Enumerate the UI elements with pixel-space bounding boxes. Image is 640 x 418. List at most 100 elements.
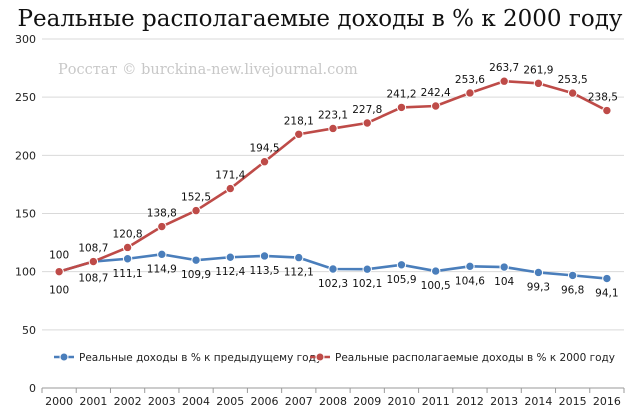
data-point-yoy [499,262,509,272]
data-point-yoy [225,252,235,262]
data-point-vs-2000 [225,183,235,194]
data-point-yoy [328,264,338,274]
data-point-yoy [567,270,578,281]
data-label-vs-2000: 253,5 [558,74,588,86]
y-tick-label: 200 [15,149,36,162]
grid [42,38,624,389]
data-label-yoy: 113,5 [249,265,279,277]
data-label-yoy: 96,8 [561,284,584,296]
data-point-yoy [465,261,475,272]
y-tick-label: 150 [15,208,36,221]
data-point-vs-2000 [122,242,133,253]
data-label-yoy: 108,7 [78,273,108,285]
data-label-yoy: 104 [494,276,514,288]
legend-label-vs-2000: Реальные располагаемые доходы в % к 2000… [335,352,615,364]
y-tick-label: 250 [15,91,36,104]
legend-label-yoy: Реальные доходы в % к предыдущему году [79,352,322,364]
data-point-yoy [396,260,407,270]
data-label-vs-2000: 138,8 [147,208,177,220]
x-tick-label: 2015 [559,395,587,408]
data-point-yoy [533,267,544,278]
legend-swatch-marker [315,352,325,362]
x-tick-label: 2004 [182,395,210,408]
data-point-vs-2000 [499,76,509,86]
data-label-vs-2000: 171,4 [215,170,245,182]
x-tick-label: 2014 [524,395,552,408]
data-label-vs-2000: 218,1 [284,115,314,127]
data-labels: 100 108,7 111,1 114,9 109,9 112,4 113,5 112,1 10… [49,62,618,299]
data-point-vs-2000 [465,88,475,98]
data-label-vs-2000: 238,5 [588,92,618,104]
data-label-yoy: 112,1 [284,267,314,279]
data-label-vs-2000: 253,6 [455,74,485,86]
data-label-yoy: 102,3 [318,278,348,290]
data-point-yoy [602,273,612,284]
data-point-vs-2000 [259,157,270,167]
data-label-yoy: 105,9 [386,274,416,286]
x-tick-label: 2016 [593,395,621,408]
x-tick-label: 2007 [285,395,313,408]
data-label-yoy: 99,3 [527,281,550,293]
x-tick-label: 2011 [422,395,450,408]
data-label-yoy: 114,9 [147,263,177,275]
data-point-yoy [294,252,304,263]
data-point-vs-2000 [328,123,338,134]
data-label-vs-2000: 100 [49,250,69,262]
data-point-vs-2000 [533,78,544,89]
x-tick-label: 2010 [387,395,415,408]
data-point-vs-2000 [157,221,167,232]
legend-swatch-marker [59,352,69,362]
data-label-yoy: 94,1 [595,288,618,300]
data-label-vs-2000: 242,4 [421,87,451,99]
data-point-vs-2000 [191,205,201,216]
data-label-vs-2000: 194,5 [249,143,279,155]
x-tick-label: 2002 [114,395,142,408]
watermark: Росстат © burckina-new.livejournal.com [58,62,358,78]
data-label-yoy: 111,1 [113,268,143,280]
x-tick-label: 2013 [490,395,518,408]
y-tick-label: 0 [29,382,36,395]
data-point-yoy [122,254,133,264]
data-label-vs-2000: 223,1 [318,109,348,121]
x-tick-label: 2006 [251,395,279,408]
data-point-vs-2000 [431,101,441,111]
data-label-yoy: 100 [49,285,69,297]
data-point-vs-2000 [88,256,99,267]
x-axis-ticks: 2000 2001 2002 2003 2004 2005 2006 2007 2008 2009… [41,388,625,408]
x-tick-label: 2005 [216,395,244,408]
data-point-vs-2000 [602,105,612,116]
data-point-yoy [157,249,167,260]
data-label-vs-2000: 108,7 [78,243,108,255]
data-label-vs-2000: 261,9 [523,64,553,76]
data-label-vs-2000: 152,5 [181,192,211,204]
data-point-vs-2000 [362,118,372,128]
data-point-vs-2000 [396,102,407,113]
x-tick-label: 2001 [79,395,107,408]
x-tick-label: 2000 [45,395,73,408]
data-label-yoy: 112,4 [215,266,245,278]
legend: Реальные доходы в % к предыдущему году Ре… [54,352,615,364]
data-label-vs-2000: 263,7 [489,62,519,74]
data-point-yoy [191,255,201,265]
data-label-yoy: 100,5 [421,280,451,292]
x-tick-label: 2009 [353,395,381,408]
chart-title: Реальные располагаемые доходы в % к 2000… [18,6,623,32]
data-label-yoy: 109,9 [181,269,211,281]
y-tick-label: 300 [15,33,36,46]
y-tick-label: 50 [22,324,36,337]
data-point-vs-2000 [567,88,578,98]
data-label-vs-2000: 241,2 [386,88,416,100]
data-point-yoy [431,266,441,276]
data-label-vs-2000: 120,8 [113,228,143,240]
series-lines [54,76,612,284]
x-tick-label: 2012 [456,395,484,408]
x-tick-label: 2008 [319,395,347,408]
data-label-yoy: 102,1 [352,278,382,290]
data-point-vs-2000 [54,266,64,277]
x-tick-label: 2003 [148,395,176,408]
data-label-vs-2000: 227,8 [352,104,382,116]
y-tick-label: 100 [15,266,36,279]
y-axis-ticks: 0 50 100 150 200 250 300 [15,33,36,395]
data-point-vs-2000 [294,129,304,139]
